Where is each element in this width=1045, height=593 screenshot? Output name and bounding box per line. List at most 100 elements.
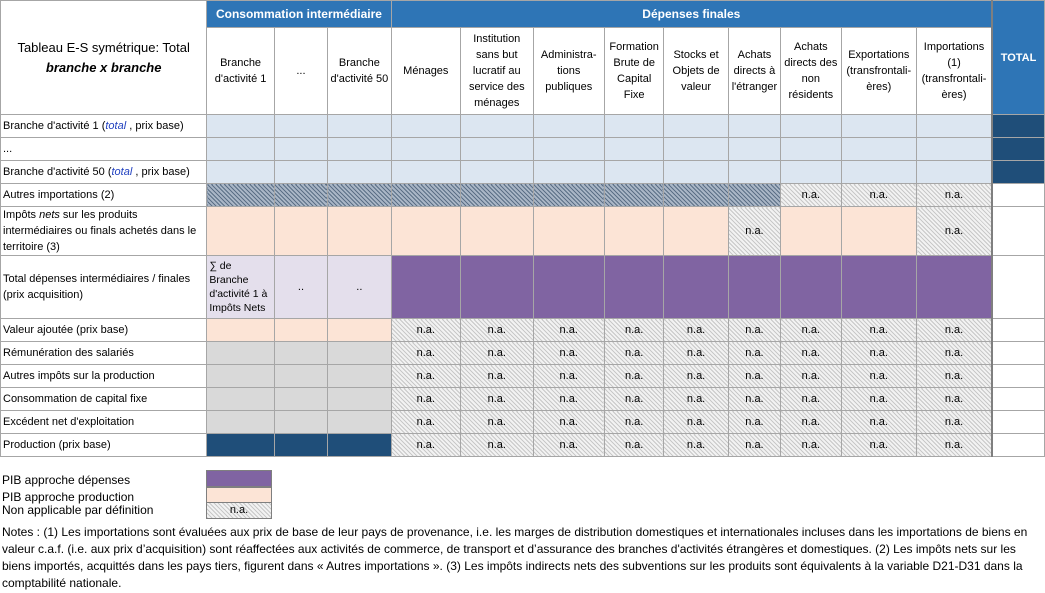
table-row: Impôts nets sur les produits intermédiai…: [0, 206, 1045, 256]
na-cell: n.a.: [916, 387, 993, 411]
col-header: Ménages: [390, 27, 462, 115]
table-cell: [991, 410, 1045, 434]
na-cell: n.a.: [780, 433, 842, 457]
dots-cell: ..: [327, 255, 392, 319]
table-cell: [273, 160, 329, 184]
na-cell: n.a.: [916, 318, 993, 342]
na-cell: n.a.: [663, 433, 729, 457]
row-label: Branche d'activité 50 (total , prix base…: [0, 160, 208, 184]
table-row: Excédent net d'exploitation n.a. n.a. n.a.…: [0, 410, 1045, 434]
table-cell: [991, 364, 1045, 388]
table-cell: [663, 137, 729, 161]
table-cell: [603, 160, 665, 184]
na-cell: n.a.: [916, 183, 993, 207]
col-header: Branche d'activité 50: [327, 27, 392, 115]
col-header: Achats directs à l'étranger: [727, 27, 782, 115]
table-row: Valeur ajoutée (prix base) n.a. n.a. n.a. n…: [0, 318, 1045, 342]
table-cell: [460, 160, 534, 184]
table-cell: [273, 387, 329, 411]
table-cell: [532, 255, 605, 319]
table-cell: [390, 160, 462, 184]
table-cell: [991, 341, 1045, 365]
table-cell: [991, 433, 1045, 457]
na-cell: n.a.: [780, 364, 842, 388]
table-cell: [327, 341, 392, 365]
na-cell: n.a.: [663, 410, 729, 434]
table-cell: [780, 206, 842, 256]
table-cell: [206, 206, 275, 256]
table-cell: [780, 114, 842, 138]
table-cell: [273, 341, 329, 365]
table-cell: [840, 255, 918, 319]
table-cell: [727, 255, 782, 319]
col-header: Exportations (transfrontali-ères): [840, 27, 918, 115]
table-cell: [206, 364, 275, 388]
na-cell: n.a.: [532, 410, 605, 434]
na-cell: n.a.: [603, 341, 665, 365]
na-cell: n.a.: [840, 183, 918, 207]
legend-gdp-expenditure: PIB approche dépenses: [2, 473, 131, 487]
na-cell: n.a.: [460, 318, 534, 342]
na-cell: n.a.: [460, 341, 534, 365]
row-label: Autres impôts sur la production: [0, 364, 208, 388]
na-cell: n.a.: [460, 387, 534, 411]
row-label: Autres importations (2): [0, 183, 208, 207]
table-cell: [206, 114, 275, 138]
na-cell: n.a.: [780, 387, 842, 411]
table-cell: [916, 114, 993, 138]
na-cell: n.a.: [532, 387, 605, 411]
table-cell: [840, 206, 918, 256]
table-cell: [273, 410, 329, 434]
na-cell: n.a.: [532, 318, 605, 342]
row-label: Excédent net d'exploitation: [0, 410, 208, 434]
row-label: Production (prix base): [0, 433, 208, 457]
na-cell: n.a.: [663, 387, 729, 411]
na-cell: n.a.: [460, 410, 534, 434]
table-cell: [273, 318, 329, 342]
table-row: Autres impôts sur la production n.a. n.a.…: [0, 364, 1045, 388]
col-header: Stocks et Objets de valeur: [663, 27, 729, 115]
na-cell: n.a.: [840, 387, 918, 411]
na-cell: n.a.: [780, 318, 842, 342]
table-cell: [916, 160, 993, 184]
table-cell: [206, 160, 275, 184]
table-cell: [991, 206, 1045, 256]
table-row: ...: [0, 137, 1045, 161]
row-label: Total dépenses intermédiaires / finales …: [0, 255, 208, 319]
table-cell: [273, 114, 329, 138]
na-cell: n.a.: [532, 341, 605, 365]
row-label: Rémunération des salariés: [0, 341, 208, 365]
notes-paragraph: Notes : (1) Les importations sont évalué…: [2, 525, 1028, 590]
na-cell: n.a.: [390, 318, 462, 342]
table-cell: [327, 433, 392, 457]
na-cell: n.a.: [460, 433, 534, 457]
table-cell: [991, 318, 1045, 342]
table-cell: [206, 137, 275, 161]
table-cell: [327, 160, 392, 184]
col-header: Branche d'activité 1: [206, 27, 275, 115]
table-cell: [780, 160, 842, 184]
na-cell: n.a.: [390, 387, 462, 411]
table-cell: [206, 387, 275, 411]
table-cell: [532, 160, 605, 184]
table-cell: [916, 137, 993, 161]
table-cell: [327, 137, 392, 161]
col-header: Institution sans but lucratif au service…: [460, 27, 534, 115]
table-row: Branche d'activité 1 (total , prix base): [0, 114, 1045, 138]
legend-swatch-purple: [206, 470, 272, 487]
dots-cell: ..: [273, 255, 329, 319]
title-line1: Tableau E-S symétrique: Total: [17, 39, 190, 55]
row-label: Impôts nets sur les produits intermédiai…: [0, 206, 208, 256]
table-cell: [727, 137, 782, 161]
table-cell: [532, 206, 605, 256]
table-cell: [603, 137, 665, 161]
table-cell: [390, 255, 462, 319]
table-cell: [663, 160, 729, 184]
table-cell: [780, 255, 842, 319]
table-cell: [327, 387, 392, 411]
table-cell: [206, 433, 275, 457]
na-cell: n.a.: [727, 206, 782, 256]
na-cell: n.a.: [840, 341, 918, 365]
table-cell: [327, 364, 392, 388]
table-cell: [603, 255, 665, 319]
